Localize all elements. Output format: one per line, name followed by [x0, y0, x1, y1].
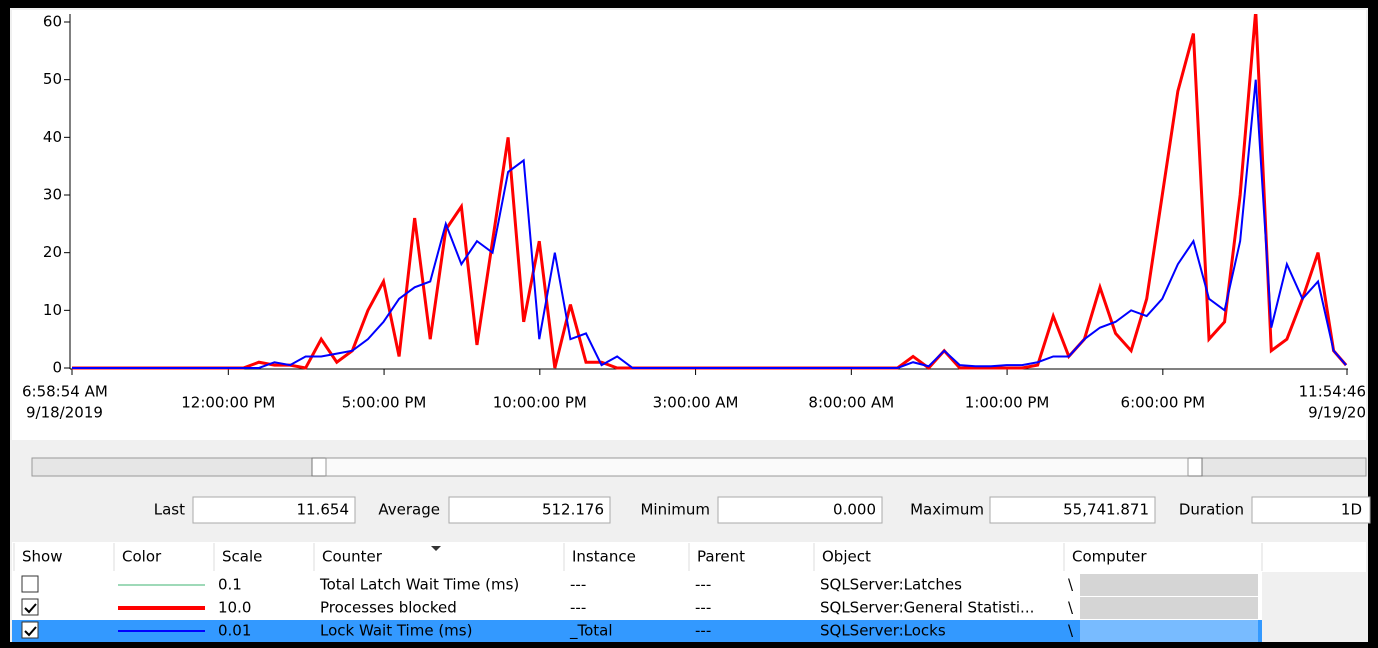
stat-value: 512.176: [542, 501, 604, 519]
column-header: Counter: [322, 548, 383, 566]
x-tick-label: 5:00:00 PM: [342, 394, 427, 412]
stat-label: Last: [154, 501, 185, 519]
y-tick-label: 20: [43, 243, 62, 261]
column-header: Object: [822, 548, 871, 566]
stat-value: 55,741.871: [1063, 501, 1149, 519]
x-tick-label: 6:58:54 AM: [22, 383, 108, 401]
x-tick-label: 6:00:00 PM: [1121, 394, 1206, 412]
cell-object: SQLServer:Latches: [820, 576, 962, 594]
redacted-computer: [1080, 620, 1258, 642]
cell-instance: ---: [570, 576, 586, 594]
y-tick-label: 40: [43, 128, 62, 146]
x-tick-label: 1:00:00 PM: [965, 394, 1050, 412]
cell-object: SQLServer:Locks: [820, 622, 946, 640]
cell-scale: 0.1: [218, 576, 242, 594]
x-tick-label: 12:00:00 PM: [181, 394, 275, 412]
check-mark: [24, 603, 37, 614]
y-tick-label: 0: [52, 359, 62, 377]
x-tick-label: 11:54:46: [1299, 383, 1366, 401]
stat-value: 1D: [1341, 501, 1362, 519]
x-tick-label: 9/19/20: [1308, 404, 1366, 422]
y-tick-label: 30: [43, 186, 62, 204]
column-header: Scale: [222, 548, 262, 566]
graph-area: [12, 10, 1366, 440]
cell-instance: _Total: [569, 622, 613, 641]
selected-row[interactable]: [12, 620, 1262, 642]
cell-parent: ---: [695, 599, 711, 617]
column-header: Color: [122, 548, 162, 566]
cell-computer: \: [1068, 622, 1074, 640]
stat-box: [192, 496, 356, 524]
check-mark: [24, 626, 37, 637]
series-line: [72, 79, 1347, 369]
cell-computer: \: [1068, 599, 1074, 617]
scroll-handle-right[interactable]: [1187, 457, 1203, 477]
stat-box: [448, 496, 611, 524]
sort-arrow: [431, 546, 441, 551]
cell-counter: Lock Wait Time (ms): [320, 622, 472, 640]
cell-counter: Total Latch Wait Time (ms): [319, 576, 519, 594]
y-tick-label: 10: [43, 301, 62, 319]
show-checkbox[interactable]: [21, 575, 39, 593]
cell-parent: ---: [695, 622, 711, 640]
stat-box: [717, 496, 883, 524]
column-header: Instance: [572, 548, 636, 566]
x-tick-label: 9/18/2019: [26, 404, 103, 422]
show-checkbox[interactable]: [21, 598, 39, 616]
stat-label: Minimum: [640, 501, 710, 519]
stat-box: [1251, 496, 1371, 524]
cell-scale: 0.01: [218, 622, 251, 640]
redacted-computer: [1080, 574, 1258, 596]
column-header: Parent: [697, 548, 745, 566]
cell-instance: ---: [570, 599, 586, 617]
cell-parent: ---: [695, 576, 711, 594]
scroll-range[interactable]: [325, 457, 1189, 477]
column-header: Show: [22, 548, 62, 566]
cell-object: SQLServer:General Statisti...: [820, 599, 1034, 617]
y-tick-label: 50: [43, 70, 62, 88]
cell-scale: 10.0: [218, 599, 251, 617]
stat-label: Duration: [1179, 501, 1244, 519]
cell-computer: \: [1068, 576, 1074, 594]
stat-label: Maximum: [910, 501, 984, 519]
column-header: Computer: [1072, 548, 1147, 566]
redacted-computer: [1080, 597, 1258, 619]
y-tick-label: 60: [43, 13, 62, 31]
x-tick-label: 10:00:00 PM: [493, 394, 587, 412]
cell-counter: Processes blocked: [320, 599, 457, 617]
stat-value: 11.654: [297, 501, 350, 519]
stat-label: Average: [378, 501, 440, 519]
x-tick-label: 8:00:00 AM: [808, 394, 894, 412]
stat-box: [989, 496, 1156, 524]
show-checkbox[interactable]: [21, 621, 39, 639]
x-tick-label: 3:00:00 AM: [653, 394, 739, 412]
scroll-handle-left[interactable]: [311, 457, 327, 477]
stat-value: 0.000: [833, 501, 876, 519]
